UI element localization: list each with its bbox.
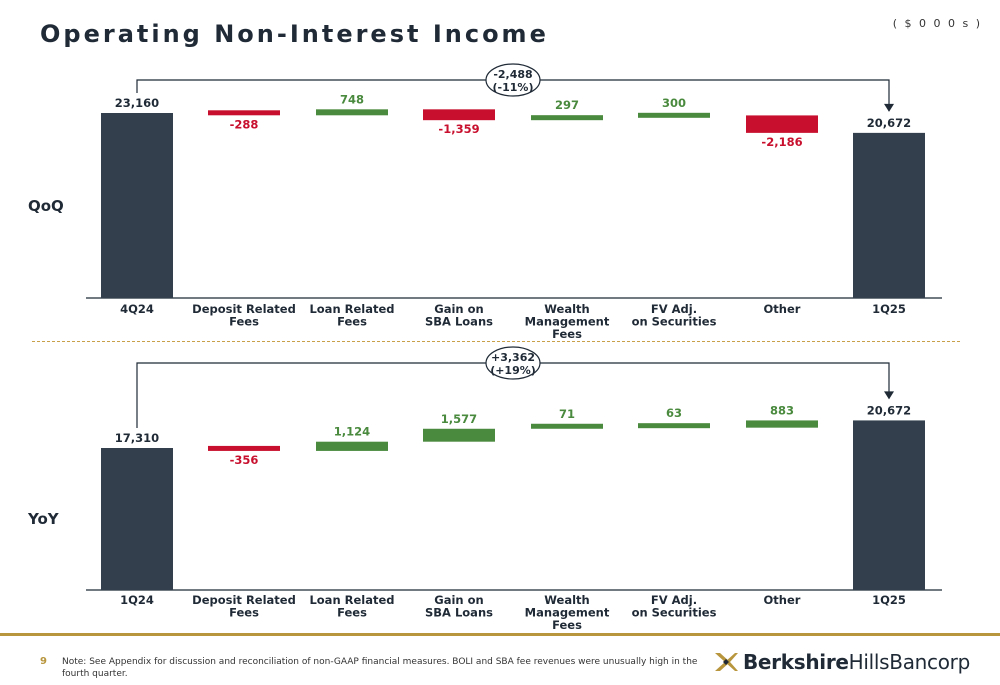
data-label: -356 <box>230 453 259 467</box>
category-label: on Securities <box>632 315 717 329</box>
category-label: FV Adj. <box>651 302 697 316</box>
arrow-down-icon <box>884 103 894 112</box>
data-label: 23,160 <box>115 96 159 110</box>
category-label: SBA Loans <box>425 606 493 620</box>
category-label: Gain on <box>434 302 483 316</box>
page-title: Operating Non-Interest Income <box>40 20 549 48</box>
category-label: 4Q24 <box>120 302 154 316</box>
footnote: Note: See Appendix for discussion and re… <box>62 657 698 679</box>
bar-increase <box>638 423 710 429</box>
data-label: 20,672 <box>867 116 911 130</box>
category-label: Fees <box>552 327 582 341</box>
change-percent: (+19%) <box>490 364 536 377</box>
category-label: Fees <box>337 315 367 329</box>
bar-decrease <box>208 445 280 451</box>
category-label: Management <box>525 315 610 329</box>
category-label: 1Q24 <box>120 593 154 607</box>
category-label: Management <box>525 606 610 620</box>
section-divider <box>32 341 960 342</box>
data-label: 297 <box>555 98 579 112</box>
bar-increase <box>746 420 818 428</box>
logo-mark-icon <box>714 653 738 671</box>
bar-increase <box>316 441 388 451</box>
logo-text-regular: HillsBancorp <box>848 650 971 674</box>
data-label: 63 <box>666 406 682 420</box>
bar-total <box>853 420 925 590</box>
arrow-down-icon <box>884 391 894 400</box>
category-label: Fees <box>337 606 367 620</box>
change-amount: +3,362 <box>491 351 535 364</box>
category-label: SBA Loans <box>425 315 493 329</box>
bar-increase <box>531 115 603 121</box>
category-label: Other <box>764 302 801 316</box>
bar-increase <box>423 428 495 442</box>
category-label: Wealth <box>544 302 589 316</box>
data-label: 1,124 <box>334 425 370 439</box>
row-label-qoq: QoQ <box>28 197 64 215</box>
bar-total <box>101 448 173 590</box>
change-amount: -2,488 <box>493 68 532 81</box>
category-label: Fees <box>229 606 259 620</box>
bar-increase <box>638 112 710 118</box>
category-label: Deposit Related <box>192 302 296 316</box>
bar-increase <box>316 109 388 116</box>
company-logo: BerkshireHillsBancorp <box>713 648 970 676</box>
category-label: 1Q25 <box>872 593 906 607</box>
bar-total <box>853 132 925 298</box>
bar-increase <box>531 423 603 429</box>
data-label: 748 <box>340 92 364 106</box>
category-label: Fees <box>552 618 582 632</box>
change-bubble <box>485 346 541 380</box>
bar-decrease <box>423 109 495 121</box>
logo-text-bold: Berkshire <box>742 650 849 674</box>
category-label: on Securities <box>632 606 717 620</box>
data-label: 1,577 <box>441 412 477 426</box>
bar-total <box>101 113 173 298</box>
data-label: -1,359 <box>438 122 479 136</box>
data-label: 20,672 <box>867 403 911 417</box>
data-label: 300 <box>662 96 686 110</box>
category-label: 1Q25 <box>872 302 906 316</box>
bar-decrease <box>746 115 818 133</box>
data-label: 71 <box>559 407 575 421</box>
category-label: Loan Related <box>309 302 394 316</box>
category-label: Gain on <box>434 593 483 607</box>
change-bubble <box>485 63 541 97</box>
category-label: FV Adj. <box>651 593 697 607</box>
bar-decrease <box>208 110 280 116</box>
data-label: -2,186 <box>761 135 802 149</box>
data-label: -288 <box>230 117 259 131</box>
change-percent: (-11%) <box>493 81 534 94</box>
category-label: Other <box>764 593 801 607</box>
category-label: Wealth <box>544 593 589 607</box>
category-label: Fees <box>229 315 259 329</box>
units-label: ( $ 0 0 0 s ) <box>892 17 982 30</box>
data-label: 883 <box>770 403 794 417</box>
data-label: 17,310 <box>115 431 159 445</box>
category-label: Deposit Related <box>192 593 296 607</box>
page-number: 9 <box>40 656 47 667</box>
row-label-yoy: YoY <box>28 510 59 528</box>
category-label: Loan Related <box>309 593 394 607</box>
footer-rule <box>0 633 1000 636</box>
